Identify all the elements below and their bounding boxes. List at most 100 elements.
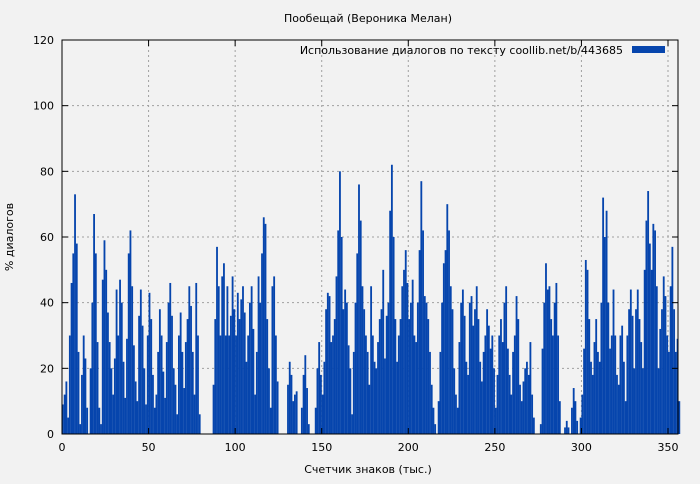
y-tick-label: 100: [33, 100, 54, 113]
bar: [555, 282, 558, 434]
bar: [628, 309, 631, 434]
bar: [228, 335, 231, 434]
bar: [661, 309, 663, 434]
bar: [242, 286, 244, 434]
bar: [597, 351, 599, 434]
bar: [160, 335, 163, 434]
bar: [212, 384, 215, 434]
bar: [347, 345, 350, 434]
bar: [82, 335, 85, 434]
bar: [489, 348, 492, 434]
bar: [337, 230, 340, 434]
bar: [325, 309, 328, 434]
bar: [188, 286, 191, 434]
bar: [465, 361, 468, 434]
bar: [136, 401, 139, 434]
bar: [108, 342, 111, 434]
bar: [377, 342, 379, 434]
bar: [444, 250, 447, 434]
bar: [382, 269, 385, 434]
bar: [532, 417, 535, 434]
bar: [335, 276, 338, 434]
bar: [624, 401, 627, 434]
bar: [678, 401, 681, 434]
bar: [403, 269, 405, 434]
bar: [612, 289, 615, 434]
bar: [643, 269, 646, 434]
bar: [105, 269, 108, 434]
bar: [146, 335, 149, 434]
bar: [288, 361, 291, 434]
bar: [89, 368, 92, 434]
bar: [316, 368, 319, 434]
bar: [65, 381, 68, 434]
bar: [593, 342, 596, 434]
bar: [519, 384, 521, 434]
bar: [257, 276, 260, 434]
x-tick-label: 350: [658, 441, 679, 454]
bar: [572, 388, 575, 434]
bar: [655, 286, 658, 434]
bar: [113, 358, 116, 434]
bar: [62, 404, 64, 434]
bar: [378, 319, 381, 434]
bar: [223, 263, 225, 434]
bar: [451, 309, 454, 434]
legend-swatch: [632, 46, 665, 53]
bar: [423, 296, 426, 434]
bar: [666, 335, 669, 434]
bar: [368, 384, 371, 434]
bar: [493, 368, 495, 434]
bar: [669, 286, 672, 434]
bar: [101, 279, 104, 434]
bar: [581, 394, 584, 434]
bar: [588, 319, 591, 434]
bar: [229, 315, 232, 434]
bar: [174, 384, 177, 434]
bar: [647, 191, 650, 434]
bar: [363, 309, 366, 434]
bar: [254, 394, 257, 434]
bar: [491, 335, 494, 434]
bar: [472, 325, 475, 434]
bar: [673, 309, 676, 434]
bar: [664, 296, 667, 434]
bar: [132, 345, 135, 434]
bar: [70, 282, 73, 434]
bar: [467, 374, 469, 434]
bar: [399, 319, 402, 434]
bar: [295, 391, 298, 434]
bar: [610, 335, 613, 434]
bar: [164, 397, 166, 434]
bar: [340, 237, 343, 434]
bar: [190, 305, 192, 434]
bar: [494, 407, 497, 434]
bar: [633, 368, 636, 434]
bar: [413, 335, 416, 434]
bar: [517, 319, 520, 434]
bar: [304, 355, 307, 434]
bar: [579, 417, 582, 434]
bar: [390, 164, 393, 434]
bar: [262, 217, 265, 434]
bar: [157, 351, 160, 434]
bar: [255, 351, 258, 434]
bar: [72, 253, 75, 434]
x-tick-label: 300: [571, 441, 592, 454]
bar: [636, 289, 639, 434]
bar: [551, 335, 554, 434]
bar: [63, 394, 66, 434]
bar: [397, 335, 400, 434]
bar: [420, 181, 423, 434]
bar: [659, 328, 662, 434]
bar: [501, 342, 504, 434]
bar: [531, 394, 534, 434]
legend: Использование диалогов по тексту coollib…: [300, 44, 665, 57]
bar: [122, 361, 125, 434]
bar: [318, 342, 321, 434]
bar: [439, 351, 442, 434]
bar: [356, 253, 359, 434]
bar: [75, 243, 78, 434]
bar: [631, 315, 634, 434]
bar: [396, 361, 398, 434]
